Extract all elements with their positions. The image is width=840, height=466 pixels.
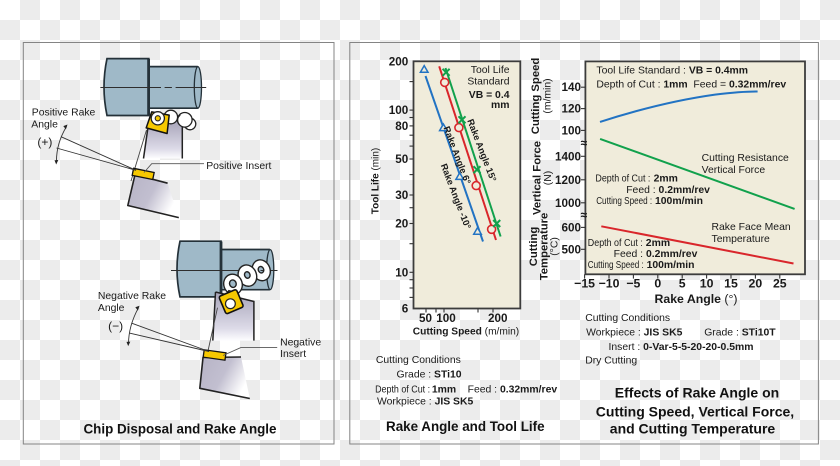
svg-text:Depth of Cut :: Depth of Cut : bbox=[375, 384, 430, 395]
svg-text:120: 120 bbox=[561, 103, 581, 116]
svg-text:Rake Angle and Tool Life: Rake Angle and Tool Life bbox=[386, 419, 544, 434]
svg-text:80: 80 bbox=[395, 120, 409, 133]
svg-text:Insert: Insert bbox=[280, 349, 306, 360]
svg-text:2mm: 2mm bbox=[646, 238, 670, 249]
svg-text:Temperature: Temperature bbox=[539, 213, 551, 281]
svg-text:Feed : 0.2mm/rev: Feed : 0.2mm/rev bbox=[614, 249, 698, 260]
svg-text:Cutting Speed, Vertical Force,: Cutting Speed, Vertical Force, bbox=[596, 404, 794, 420]
svg-text:Workpiece : JIS SK5: Workpiece : JIS SK5 bbox=[586, 327, 682, 338]
svg-text:50: 50 bbox=[419, 312, 433, 325]
svg-text:Tool Life (min): Tool Life (min) bbox=[370, 148, 381, 214]
svg-text:20: 20 bbox=[395, 218, 409, 231]
svg-text:Angle: Angle bbox=[31, 119, 58, 130]
svg-text:Cutting Speed: Cutting Speed bbox=[530, 58, 542, 135]
svg-text:Tool Life Standard : VB = 0.4m: Tool Life Standard : VB = 0.4mm bbox=[596, 65, 748, 76]
svg-text:1000: 1000 bbox=[555, 197, 582, 210]
svg-text:Rake Face Mean: Rake Face Mean bbox=[712, 222, 791, 233]
svg-text:Cutting Conditions: Cutting Conditions bbox=[585, 313, 670, 324]
svg-text:Cutting Resistance: Cutting Resistance bbox=[702, 153, 789, 164]
svg-text:Cutting Speed (m/min): Cutting Speed (m/min) bbox=[413, 326, 519, 337]
svg-text:30: 30 bbox=[395, 189, 409, 202]
svg-text:Rake Angle (°): Rake Angle (°) bbox=[654, 292, 737, 306]
svg-text:5: 5 bbox=[679, 277, 686, 291]
svg-text:(N): (N) bbox=[543, 171, 554, 185]
svg-text:Tool Life: Tool Life bbox=[471, 65, 510, 76]
svg-text:100m/min: 100m/min bbox=[655, 196, 703, 207]
svg-text:100: 100 bbox=[389, 104, 409, 117]
svg-text:Cutting: Cutting bbox=[528, 227, 540, 267]
svg-text:Vertical Force: Vertical Force bbox=[702, 165, 766, 176]
svg-text:≈: ≈ bbox=[581, 136, 588, 150]
svg-text:6: 6 bbox=[402, 302, 409, 315]
svg-text:Positive Insert: Positive Insert bbox=[206, 161, 271, 172]
svg-text:Cutting Conditions: Cutting Conditions bbox=[376, 355, 461, 366]
svg-text:Vertical Force: Vertical Force bbox=[532, 141, 544, 215]
svg-text:Standard: Standard bbox=[467, 76, 509, 87]
svg-text:10: 10 bbox=[395, 266, 409, 279]
svg-text:25: 25 bbox=[773, 277, 787, 291]
svg-text:VB = 0.4: VB = 0.4 bbox=[469, 90, 510, 101]
svg-text:Depth of Cut :: Depth of Cut : bbox=[595, 173, 650, 184]
svg-text:Chip Disposal and Rake Angle: Chip Disposal and Rake Angle bbox=[84, 422, 277, 437]
svg-text:and Cutting Temperature: and Cutting Temperature bbox=[610, 421, 776, 437]
svg-text:1200: 1200 bbox=[555, 174, 582, 187]
svg-text:600: 600 bbox=[561, 221, 581, 234]
svg-text:Negative: Negative bbox=[280, 337, 321, 348]
svg-text:2mm: 2mm bbox=[654, 173, 678, 184]
svg-text:Grade : STi10T: Grade : STi10T bbox=[704, 327, 776, 338]
svg-text:Cutting Speed :: Cutting Speed : bbox=[588, 260, 644, 271]
svg-text:1mm: 1mm bbox=[432, 384, 456, 395]
svg-text:−10: −10 bbox=[599, 277, 620, 291]
svg-text:−5: −5 bbox=[626, 277, 640, 291]
svg-text:(°C): (°C) bbox=[550, 237, 561, 256]
svg-text:15: 15 bbox=[724, 277, 738, 291]
svg-text:Positive Rake: Positive Rake bbox=[32, 108, 96, 119]
svg-text:100m/min: 100m/min bbox=[647, 260, 695, 271]
svg-text:Temperature: Temperature bbox=[712, 234, 771, 245]
svg-text:140: 140 bbox=[561, 81, 581, 94]
svg-text:mm: mm bbox=[491, 100, 509, 111]
svg-text:Feed : 0.32mm/rev: Feed : 0.32mm/rev bbox=[468, 384, 558, 395]
svg-text:−15: −15 bbox=[574, 277, 595, 291]
svg-text:Insert : 0-Var-5-5-20-20-0.5mm: Insert : 0-Var-5-5-20-20-0.5mm bbox=[609, 342, 754, 353]
svg-text:(−): (−) bbox=[108, 319, 123, 333]
svg-text:100: 100 bbox=[561, 124, 581, 137]
svg-text:Negative Rake: Negative Rake bbox=[98, 291, 166, 302]
svg-text:200: 200 bbox=[389, 56, 409, 69]
svg-text:200: 200 bbox=[488, 312, 508, 325]
svg-text:100: 100 bbox=[436, 312, 456, 325]
svg-text:Effects of Rake Angle on: Effects of Rake Angle on bbox=[615, 385, 779, 401]
svg-text:Feed : 0.2mm/rev: Feed : 0.2mm/rev bbox=[626, 185, 710, 196]
svg-text:Grade : STi10: Grade : STi10 bbox=[397, 370, 462, 381]
svg-text:1400: 1400 bbox=[555, 150, 582, 163]
svg-text:Dry Cutting: Dry Cutting bbox=[585, 356, 637, 367]
svg-text:(+): (+) bbox=[37, 135, 52, 149]
svg-text:10: 10 bbox=[700, 277, 714, 291]
svg-text:≈: ≈ bbox=[581, 208, 588, 222]
svg-text:(m/min): (m/min) bbox=[542, 78, 553, 113]
svg-text:20: 20 bbox=[749, 277, 763, 291]
svg-text:Angle: Angle bbox=[98, 303, 125, 314]
svg-text:50: 50 bbox=[395, 153, 409, 166]
svg-text:0: 0 bbox=[654, 277, 661, 291]
svg-text:Cutting Speed :: Cutting Speed : bbox=[596, 196, 652, 207]
svg-text:500: 500 bbox=[561, 243, 581, 256]
svg-text:Workpiece : JIS SK5: Workpiece : JIS SK5 bbox=[377, 397, 473, 408]
svg-text:Depth of Cut :: Depth of Cut : bbox=[588, 238, 643, 249]
svg-text:Depth of Cut : 1mm Feed = 0.3: Depth of Cut : 1mm Feed = 0.32mm/rev bbox=[596, 79, 786, 90]
